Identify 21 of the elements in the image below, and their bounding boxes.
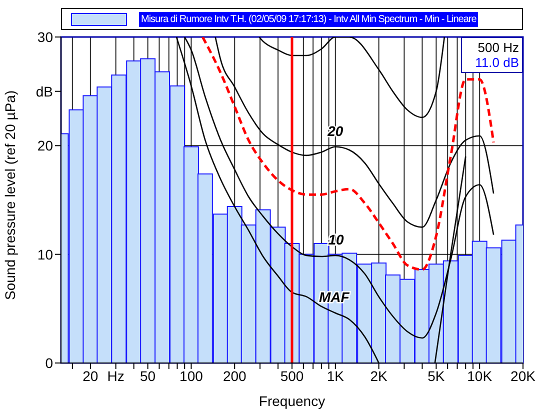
y-tick-label: dB bbox=[36, 83, 53, 100]
x-tick-label: 20 bbox=[82, 368, 98, 384]
x-tick-label: 500 bbox=[280, 368, 304, 384]
text: Misura di Rumore Intv T.H. (02/05/09 17:17:13) - Intv All Min Spectrum - Min - Lineare bbox=[139, 12, 478, 26]
x-tick-label: 100 bbox=[180, 368, 204, 384]
annotation: 11.0 dB bbox=[474, 55, 519, 70]
x-tick-label: 5K bbox=[428, 368, 446, 384]
annotation: 500 Hz bbox=[476, 40, 519, 55]
x-tick-label: 1K bbox=[326, 368, 345, 384]
x-tick-label: 2K bbox=[370, 368, 388, 384]
x-tick-label: Hz bbox=[107, 368, 124, 384]
y-tick-label: 0 bbox=[45, 354, 54, 371]
y-axis-title: Sound pressure level (ref 20 µPa) bbox=[2, 90, 18, 300]
x-tick-label: 20K bbox=[510, 368, 536, 384]
y-tick-label: 20 bbox=[37, 138, 54, 154]
y-tick-label: 10 bbox=[37, 246, 54, 262]
x-axis-title: Frequency bbox=[258, 393, 326, 409]
x-tick-label: 50 bbox=[140, 368, 156, 384]
x-tick-label: 200 bbox=[222, 368, 247, 384]
x-tick-label: 10K bbox=[467, 368, 493, 384]
y-tick-label: 30 bbox=[37, 28, 54, 45]
